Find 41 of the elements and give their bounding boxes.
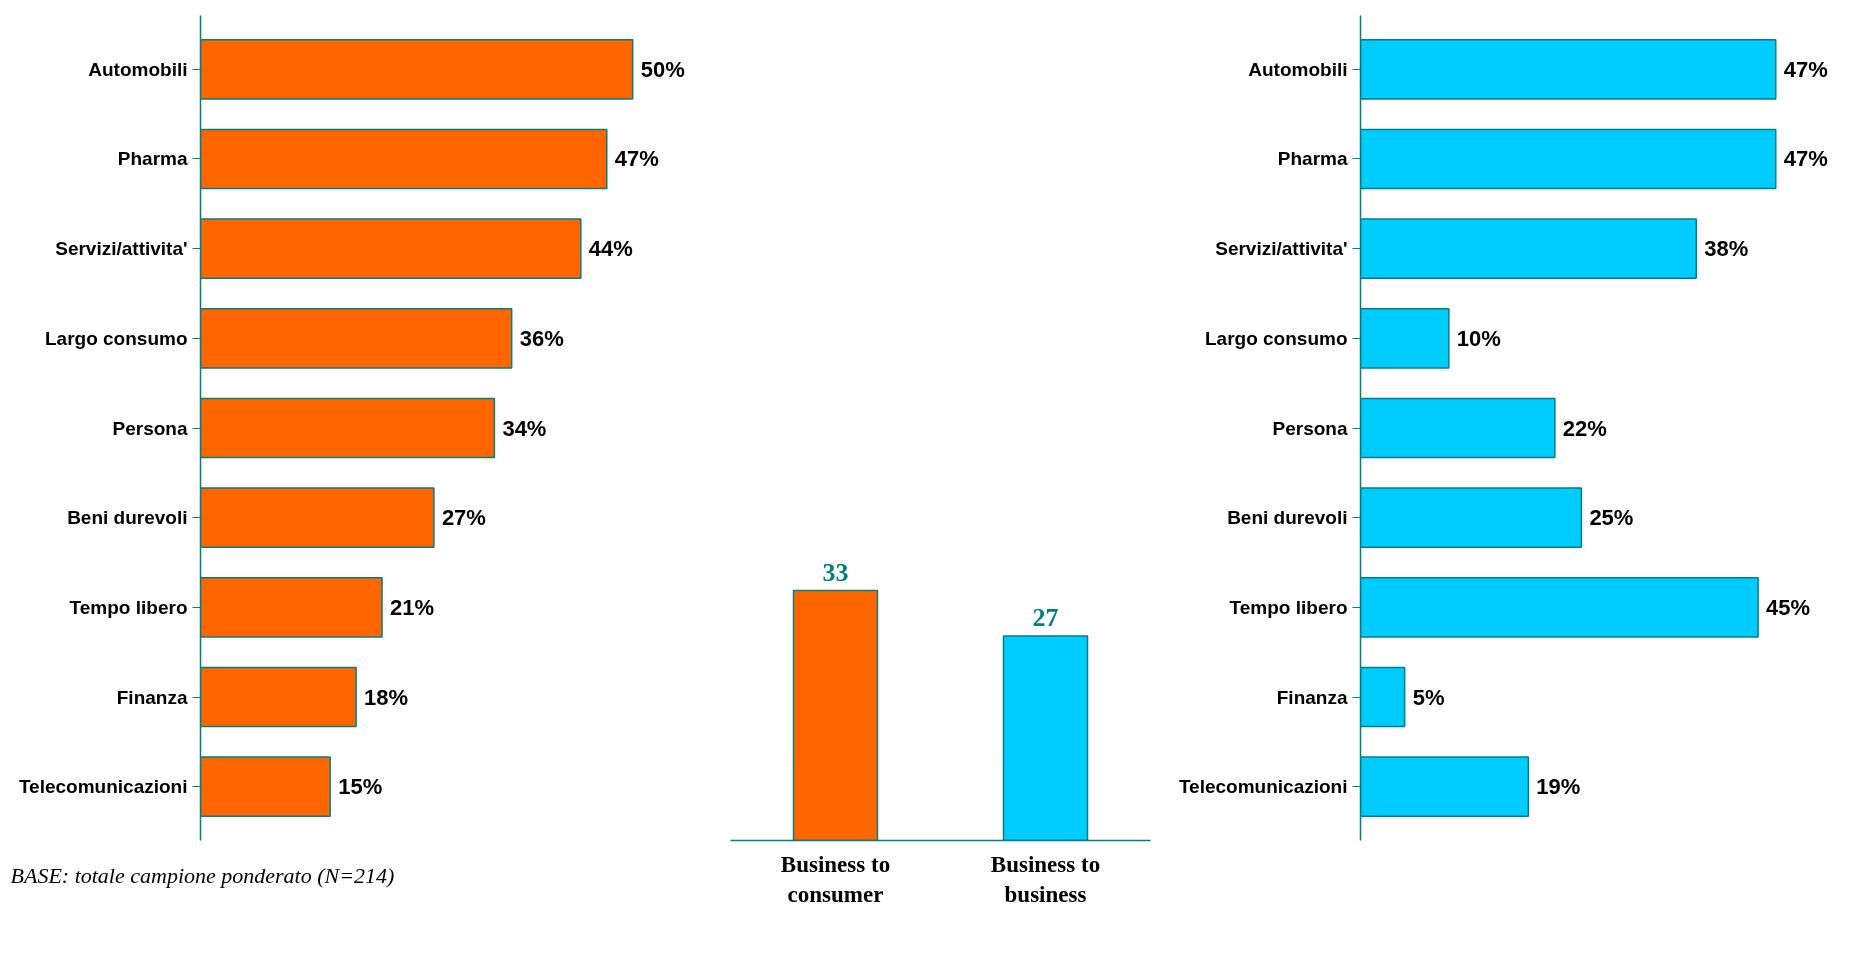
data-label: 25% (1589, 505, 1634, 531)
data-label: 21% (390, 594, 435, 620)
y-tick-label: Largo consumo (1204, 327, 1348, 349)
data-label: 50% (640, 56, 685, 82)
data-label: 5% (1412, 684, 1445, 710)
data-label: 45% (1766, 594, 1811, 620)
data-label: 15% (338, 774, 383, 800)
y-tick-label: Telecomunicazioni (18, 776, 188, 798)
y-tick-label: Finanza (116, 686, 188, 708)
y-tick-label: Tempo libero (69, 596, 188, 618)
y-tick-label: Automobili (1248, 58, 1348, 80)
y-tick-label: Beni durevoli (1227, 507, 1348, 529)
text: BASE: totale campione ponderato (N=214) (10, 862, 395, 888)
data-label: 18% (364, 684, 409, 710)
data-label: 36% (519, 325, 564, 351)
data-label: 47% (1783, 56, 1828, 82)
y-tick-label: Servizi/attivita' (1215, 238, 1348, 260)
y-tick-label: Servizi/attivita' (55, 238, 188, 260)
data-label: 19% (1536, 774, 1581, 800)
y-tick-label: Tempo libero (1229, 596, 1348, 618)
data-label: 10% (1456, 325, 1501, 351)
x-tick-label: Business to business (990, 851, 1101, 907)
data-label: 38% (1704, 236, 1749, 262)
y-tick-label: Automobili (88, 58, 188, 80)
y-tick-label: Telecomunicazioni (1178, 776, 1348, 798)
y-tick-label: Pharma (1277, 148, 1348, 170)
y-tick-label: Largo consumo (44, 327, 188, 349)
x-tick-label: Business to consumer (780, 851, 891, 907)
y-tick-label: Persona (1272, 417, 1348, 439)
data-label: 33 (822, 557, 849, 587)
data-label: 34% (502, 415, 547, 441)
y-tick-label: Finanza (1276, 686, 1348, 708)
data-label: 27% (441, 505, 486, 531)
y-tick-label: Persona (112, 417, 188, 439)
data-label: 27 (1032, 602, 1059, 632)
data-label: 47% (1783, 146, 1828, 172)
y-tick-label: Pharma (117, 148, 188, 170)
data-label: 44% (588, 236, 633, 262)
data-label: 22% (1562, 415, 1607, 441)
y-tick-label: Beni durevoli (67, 507, 188, 529)
data-label: 47% (614, 146, 659, 172)
